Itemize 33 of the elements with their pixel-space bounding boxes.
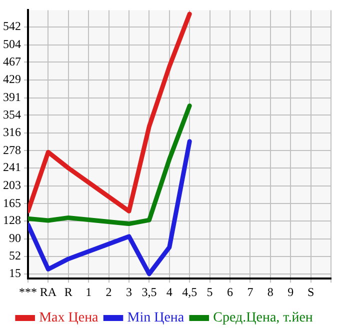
y-tick-label: 316: [3, 125, 21, 140]
x-tick-label: 8: [267, 284, 274, 299]
x-tick-label: RA: [40, 284, 57, 299]
y-tick-label: 354: [3, 107, 21, 122]
x-tick-label: 5: [206, 284, 213, 299]
y-tick-label: 15: [9, 266, 21, 280]
x-tick-label: 9: [288, 284, 294, 299]
x-tick-label: 6: [227, 284, 233, 299]
x-tick-label: 4,5: [182, 284, 198, 299]
legend-label: Сред.Цена, т.йен: [213, 310, 314, 326]
y-tick-label: 467: [3, 54, 21, 68]
x-tick-label: 7: [247, 284, 254, 299]
y-tick-label: 542: [3, 19, 21, 34]
legend-label: Min Цена: [127, 310, 185, 326]
x-tick-label: 1: [86, 284, 92, 299]
x-tick-label: 4: [166, 284, 172, 299]
y-tick-label: 52: [9, 248, 21, 263]
y-tick-label: 278: [3, 142, 21, 157]
x-tick-label: 3,5: [142, 284, 157, 299]
y-tick-label: 241: [3, 160, 21, 174]
y-tick-label: 203: [3, 178, 21, 192]
y-tick-label: 128: [3, 213, 21, 228]
y-tick-label: 391: [3, 90, 21, 104]
x-tick-label: 2: [106, 284, 112, 299]
y-tick-label: 165: [3, 196, 21, 210]
x-tick-label: S: [307, 284, 314, 299]
x-tick-label: ***: [19, 284, 37, 299]
legend-label: Max Цена: [39, 310, 100, 326]
x-tick-label: 3: [126, 284, 132, 299]
x-tick-label: R: [64, 284, 72, 299]
y-tick-label: 504: [3, 37, 21, 52]
y-tick-label: 429: [3, 72, 21, 86]
y-tick-label: 90: [9, 230, 21, 245]
